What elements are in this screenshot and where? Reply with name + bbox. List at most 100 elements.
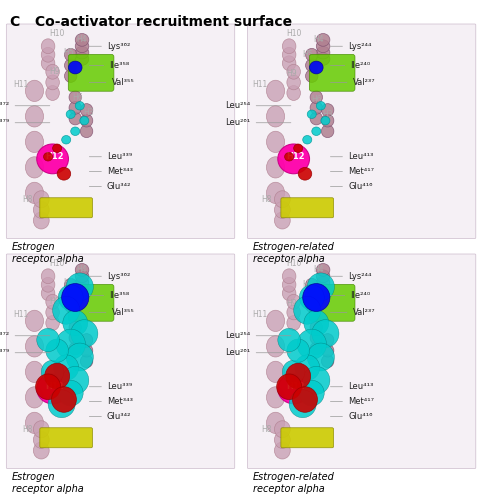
Text: Ile³⁵⁸: Ile³⁵⁸ [89,61,130,70]
Ellipse shape [278,144,310,174]
Text: H4: H4 [313,36,324,44]
Text: Met³⁴³: Met³⁴³ [89,397,133,406]
Ellipse shape [317,52,330,66]
Ellipse shape [298,168,312,180]
Ellipse shape [321,114,334,127]
Ellipse shape [69,342,81,355]
Circle shape [297,329,326,360]
Ellipse shape [33,212,49,229]
Text: H3: H3 [83,108,94,116]
Text: H6: H6 [72,92,83,102]
Text: H12: H12 [287,382,305,391]
Ellipse shape [80,344,93,357]
Ellipse shape [321,125,334,138]
Text: H5: H5 [63,48,74,57]
Ellipse shape [25,387,43,408]
Text: Glu³⁴²: Glu³⁴² [89,412,131,421]
Ellipse shape [310,342,322,355]
Ellipse shape [64,59,77,72]
Text: H10: H10 [286,259,301,268]
Ellipse shape [25,80,43,102]
Ellipse shape [321,334,334,346]
Ellipse shape [321,344,334,357]
FancyBboxPatch shape [68,284,114,322]
Text: H9: H9 [286,300,297,308]
Ellipse shape [25,361,43,382]
Circle shape [287,339,310,362]
Text: H5: H5 [63,278,74,287]
Ellipse shape [25,310,43,332]
Ellipse shape [266,387,284,408]
FancyBboxPatch shape [40,428,93,448]
Ellipse shape [282,56,296,70]
Ellipse shape [64,48,77,61]
Circle shape [294,296,321,324]
Ellipse shape [41,56,55,70]
Text: Met⁴¹⁷: Met⁴¹⁷ [330,167,374,176]
Circle shape [289,390,317,417]
Text: Estrogen
receptor alpha: Estrogen receptor alpha [12,472,84,494]
Ellipse shape [274,442,290,459]
Ellipse shape [33,420,49,438]
Ellipse shape [41,48,55,62]
Ellipse shape [317,264,330,276]
Ellipse shape [266,310,284,332]
Ellipse shape [303,136,312,144]
Ellipse shape [69,332,81,344]
Text: Leu³³⁹: Leu³³⁹ [89,152,132,161]
Circle shape [303,366,330,394]
Text: Leu⁴¹³: Leu⁴¹³ [330,382,374,391]
Circle shape [295,355,319,380]
Ellipse shape [310,321,322,334]
Text: Estrogen-related
receptor alpha: Estrogen-related receptor alpha [253,242,335,264]
Ellipse shape [64,70,77,82]
Ellipse shape [316,102,325,110]
Circle shape [66,343,94,371]
Ellipse shape [75,270,89,282]
Circle shape [300,380,324,406]
Circle shape [52,386,76,412]
Ellipse shape [282,39,296,54]
Ellipse shape [284,152,294,161]
Circle shape [303,284,330,312]
FancyBboxPatch shape [247,254,476,468]
Circle shape [307,343,335,371]
Text: Glu⁴¹⁶: Glu⁴¹⁶ [330,182,373,191]
Ellipse shape [282,269,296,283]
Ellipse shape [317,40,330,52]
Text: H5: H5 [302,50,313,59]
Circle shape [62,284,89,312]
Circle shape [307,273,335,301]
Text: Val²³⁷: Val²³⁷ [330,78,375,87]
Circle shape [46,339,69,362]
Circle shape [54,355,78,380]
Ellipse shape [321,104,334,117]
Text: Estrogen-related
receptor alpha: Estrogen-related receptor alpha [253,472,335,494]
Circle shape [63,310,88,336]
Ellipse shape [274,202,290,218]
Ellipse shape [266,80,284,102]
Text: Lys²⁴⁴: Lys²⁴⁴ [330,272,372,281]
Text: H11: H11 [13,80,29,89]
Ellipse shape [287,64,300,79]
FancyBboxPatch shape [247,24,476,238]
Text: H8: H8 [22,194,33,204]
Ellipse shape [80,125,93,138]
Ellipse shape [25,412,43,434]
Ellipse shape [317,276,330,289]
Text: Lys²⁴⁴: Lys²⁴⁴ [330,42,372,51]
Ellipse shape [41,39,55,54]
Ellipse shape [310,102,322,114]
Text: Leu²⁵⁴: Leu²⁵⁴ [225,331,291,340]
Ellipse shape [69,112,81,125]
Ellipse shape [62,136,71,144]
Ellipse shape [64,278,77,291]
Text: H9: H9 [50,67,60,76]
Text: H5: H5 [302,280,313,289]
Text: H12: H12 [287,152,305,161]
Ellipse shape [46,75,59,90]
Circle shape [66,273,94,301]
Circle shape [293,386,318,412]
Ellipse shape [266,157,284,178]
Circle shape [36,374,60,400]
